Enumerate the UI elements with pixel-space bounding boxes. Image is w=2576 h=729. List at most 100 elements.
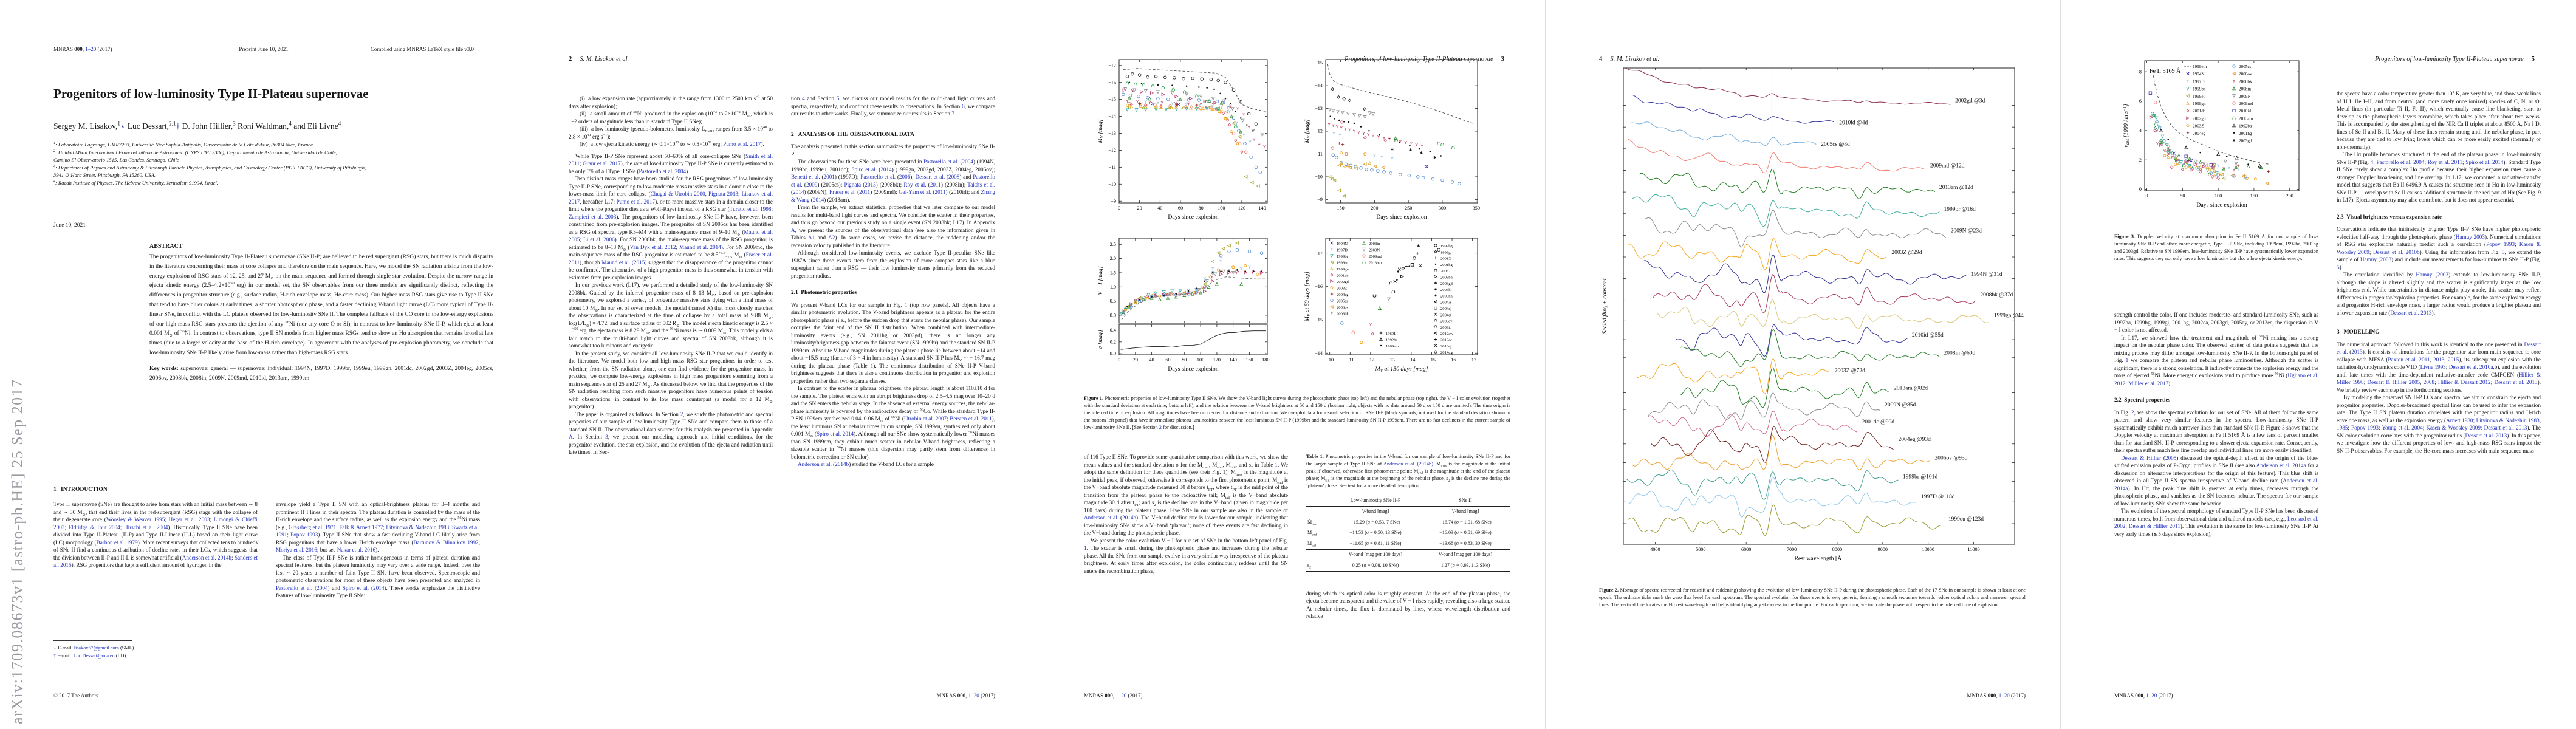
citation-link[interactable]: A	[791, 227, 795, 233]
citation-link[interactable]: 2011	[930, 181, 941, 188]
citation-link[interactable]: Heger et al. 2003	[168, 516, 210, 522]
citation-link[interactable]: ⋆	[120, 122, 126, 131]
citation-link[interactable]: Hirschi et al. 2004	[124, 524, 168, 530]
citation-link[interactable]: Paxton et al. 2011	[2388, 356, 2430, 363]
citation-link[interactable]: Swartz et al. 1991	[276, 524, 480, 538]
citation-link[interactable]: 2003	[2437, 272, 2449, 278]
citation-link[interactable]: Limongi & Chieffi 2003	[53, 516, 258, 530]
citation-link[interactable]: Pastorello et al.	[791, 174, 995, 188]
citation-link[interactable]: Gal-Yam et al.	[899, 189, 931, 195]
citation-link[interactable]: Pignata	[844, 181, 862, 188]
citation-link[interactable]: Dessart & Hillier 2005	[2367, 379, 2420, 385]
citation-link[interactable]: Dessart et al. 2013	[2465, 432, 2507, 439]
citation-link[interactable]: Luc.Dessart@oca.eu	[73, 653, 115, 659]
citation-link[interactable]: Nakar et al. 2016	[337, 547, 376, 553]
citation-link[interactable]: Hillier & Dessart 2012	[2437, 379, 2491, 385]
citation-link[interactable]: Spiro et al. 2014	[2465, 159, 2504, 165]
citation-link[interactable]: A2	[828, 234, 835, 241]
citation-link[interactable]: 3	[605, 434, 608, 440]
citation-link[interactable]: 1–20	[968, 693, 979, 699]
citation-link[interactable]: Spiro et al. (2014)	[342, 584, 386, 591]
citation-link[interactable]: 2014b	[1122, 515, 1137, 521]
citation-link[interactable]: Sanders et al. 2015	[53, 554, 258, 569]
citation-link[interactable]: 2014	[880, 166, 892, 173]
citation-link[interactable]: Eldridge & Tout 2004	[68, 524, 120, 530]
citation-link[interactable]: Anderson et al.	[1084, 515, 1119, 521]
citation-link[interactable]: Maund et al. 2005	[569, 228, 773, 243]
citation-link[interactable]: 2014b	[835, 461, 849, 467]
citation-link[interactable]: 2003	[2380, 256, 2392, 262]
citation-link[interactable]: Pastorello et al.	[923, 159, 959, 165]
citation-link[interactable]: Livne 1993	[2420, 364, 2446, 370]
citation-link[interactable]: Pastorello et al. 2004	[639, 168, 687, 174]
citation-link[interactable]: 2008	[2423, 379, 2435, 385]
citation-link[interactable]: Dessart et al.	[915, 174, 945, 180]
citation-link[interactable]: Barbon et al. 1979	[96, 539, 138, 546]
citation-link[interactable]: 5	[836, 95, 840, 101]
citation-link[interactable]: Dessart et al. 2013	[2494, 379, 2538, 385]
citation-link[interactable]: Popov 1993	[2486, 241, 2515, 247]
citation-link[interactable]: Chugai & Utrobin 2000	[650, 191, 705, 197]
citation-link[interactable]: Utrobin et al. 2007	[903, 416, 947, 422]
citation-link[interactable]: Arnett 1980	[2446, 417, 2473, 423]
citation-link[interactable]: Popov 1993	[2351, 425, 2379, 431]
citation-link[interactable]: 2006	[899, 174, 911, 180]
citation-link[interactable]: 2	[2131, 409, 2134, 416]
citation-link[interactable]: Pastorello et al. 2004	[2376, 159, 2425, 165]
citation-link[interactable]: 2013	[865, 181, 876, 188]
citation-link[interactable]: Hamuy 2003	[2455, 233, 2485, 240]
citation-link[interactable]: Ugliano et al. 2012	[2114, 372, 2318, 386]
citation-link[interactable]: Van Dyk et al. 2012	[629, 244, 676, 250]
citation-link[interactable]: Dessart et al.	[2337, 341, 2541, 355]
citation-link[interactable]: Woosley & Weaver 1995	[106, 516, 165, 522]
citation-link[interactable]: Fraser et al. 2011	[569, 252, 773, 265]
citation-link[interactable]: Takáts et al.	[967, 181, 995, 188]
citation-link[interactable]: Pastorello et al. (2004)	[276, 584, 330, 591]
citation-link[interactable]: Anderson et al. 2014b	[182, 554, 232, 561]
citation-link[interactable]: A1	[807, 234, 815, 241]
citation-link[interactable]: Hamuy	[2416, 272, 2433, 278]
citation-link[interactable]: Lisakov et al. 2017	[569, 191, 773, 205]
citation-link[interactable]: Dessart et al. 2013	[2484, 425, 2527, 431]
citation-link[interactable]: 1	[1275, 461, 1278, 468]
citation-link[interactable]: 2011	[859, 189, 871, 195]
citation-link[interactable]: Spiro et al. 2014	[817, 431, 854, 437]
citation-link[interactable]: Grassberg et al. 1971	[289, 524, 337, 530]
citation-link[interactable]: Hillier & Miller 1998	[2337, 371, 2541, 386]
citation-link[interactable]: Fraser et al.	[829, 189, 856, 195]
citation-link[interactable]: Kasen & Woosley 2009	[2337, 241, 2541, 255]
citation-link[interactable]: †	[176, 122, 180, 131]
citation-link[interactable]: 6	[962, 103, 965, 109]
citation-link[interactable]: Anderson et al.	[798, 461, 832, 467]
citation-link[interactable]: Müller et al. 2017	[2128, 380, 2169, 386]
citation-link[interactable]: 2009	[806, 181, 818, 188]
citation-link[interactable]: Hamuy	[2360, 256, 2377, 262]
citation-link[interactable]: 1	[870, 362, 874, 369]
citation-link[interactable]: Roy et al.	[903, 181, 927, 188]
citation-link[interactable]: Litvinova & Nadezhin 1983	[386, 524, 450, 530]
citation-link[interactable]: 1–20	[85, 46, 97, 52]
citation-link[interactable]: 2	[1159, 425, 1162, 430]
citation-link[interactable]: 1–20	[1998, 693, 2010, 699]
citation-link[interactable]: Anderson et al. 2014a	[2256, 462, 2306, 468]
citation-link[interactable]: Falk & Arnett 1977	[339, 524, 383, 530]
citation-link[interactable]: 2004	[962, 159, 973, 165]
citation-link[interactable]: 2014	[793, 189, 804, 195]
citation-link[interactable]: 2013	[2351, 349, 2363, 355]
citation-link[interactable]: Zhang & Wang	[791, 189, 995, 203]
citation-link[interactable]: 4	[2370, 159, 2374, 165]
citation-link[interactable]: Bersten et al. 2011	[950, 416, 992, 422]
citation-link[interactable]: Smith et al. 2011	[569, 152, 773, 167]
citation-link[interactable]: Popov 1993	[290, 532, 318, 538]
citation-link[interactable]: Kasen & Woosley 2009	[2426, 425, 2481, 431]
citation-link[interactable]: 2014	[812, 196, 824, 203]
citation-link[interactable]: ⋆	[53, 645, 57, 651]
citation-link[interactable]: 2015	[2447, 356, 2459, 363]
citation-link[interactable]: Dessart et al. 2013	[2390, 309, 2432, 316]
citation-link[interactable]: Litvinova & Nadezhin 1983	[2476, 417, 2540, 423]
citation-link[interactable]: 3	[2282, 424, 2285, 431]
citation-link[interactable]: Roy et al. 2011	[2427, 159, 2462, 165]
citation-link[interactable]: †	[53, 653, 57, 659]
citation-link[interactable]: 2011	[934, 189, 946, 195]
citation-link[interactable]: Anderson et al. 2014a	[2114, 477, 2318, 491]
